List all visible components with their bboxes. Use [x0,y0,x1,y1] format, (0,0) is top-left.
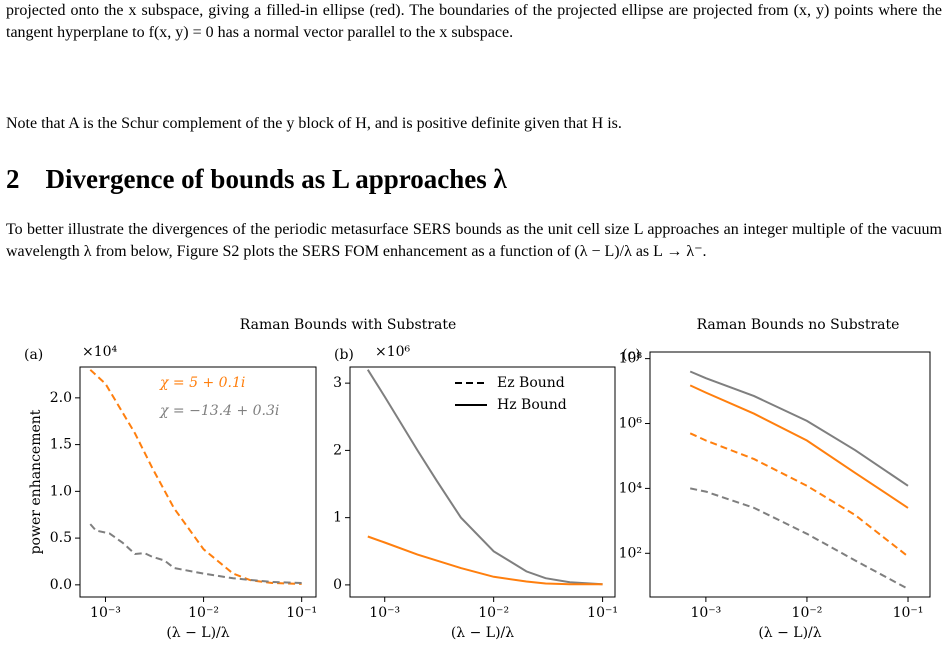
y-multiplier: ×10⁴ [82,344,118,360]
section-title: Divergence of bounds as L approaches λ [45,164,507,194]
y-tick-label: 0.5 [50,530,72,546]
paragraph: To better illustrate the divergences of … [6,221,942,260]
y-tick-label: 10⁴ [619,480,643,496]
x-axis-label: (λ − L)/λ [166,625,229,641]
plot-frame [649,351,931,598]
y-tick-label: 3 [333,375,342,391]
y-tick-label: 1.0 [50,483,72,499]
y-tick-label: 10² [619,545,642,561]
y-tick-label: 2 [333,442,342,458]
line-series [367,535,603,586]
y-multiplier: ×10⁶ [375,344,411,360]
paragraph: projected onto the x subspace, giving a … [6,2,942,41]
plot-frame [349,366,616,598]
chart-title: Raman Bounds no Substrate [697,317,900,333]
legend-entry: Ez Bound [497,375,565,391]
panel-label: (c) [622,347,641,363]
x-tick-label: 10⁻¹ [286,605,317,621]
x-tick-label: 10⁻³ [90,605,121,621]
x-axis-label: (λ − L)/λ [758,625,821,641]
legend-entry: Hz Bound [497,397,567,413]
x-tick-label: 10⁻³ [369,605,400,621]
line-series [689,432,909,558]
y-tick-label: 10⁸ [619,351,643,367]
line-series [690,487,909,590]
x-tick-label: 10⁻² [792,605,823,621]
x-tick-label: 10⁻² [478,605,509,621]
y-tick-label: 10⁶ [619,416,643,432]
x-tick-label: 10⁻¹ [587,605,618,621]
line-series [89,369,302,585]
legend-entry: χ = 5 + 0.1i [159,375,245,391]
x-tick-label: 10⁻¹ [893,605,924,621]
legend-entry: χ = −13.4 + 0.3i [159,403,279,419]
y-tick-label: 2.0 [50,390,72,406]
y-tick-label: 0.0 [50,577,72,593]
panel-label: (b) [334,347,354,363]
y-axis-label: power enhancement [28,409,44,554]
plot-frame [79,366,317,598]
line-series [689,370,909,487]
section-heading: 2 Divergence of bounds as L approaches λ [6,164,507,195]
section-number: 2 [6,164,20,194]
chart-title: Raman Bounds with Substrate [240,317,457,333]
panel-label: (a) [24,347,43,363]
y-tick-label: 0 [333,577,342,593]
line-series [89,523,302,584]
line-series [689,384,909,509]
x-tick-label: 10⁻² [188,605,219,621]
y-tick-label: 1.5 [50,437,72,453]
y-tick-label: 1 [333,510,342,526]
paragraph: Note that A is the Schur complement of t… [6,115,622,132]
x-tick-label: 10⁻³ [690,605,721,621]
x-axis-label: (λ − L)/λ [451,625,514,641]
line-series [366,369,603,586]
